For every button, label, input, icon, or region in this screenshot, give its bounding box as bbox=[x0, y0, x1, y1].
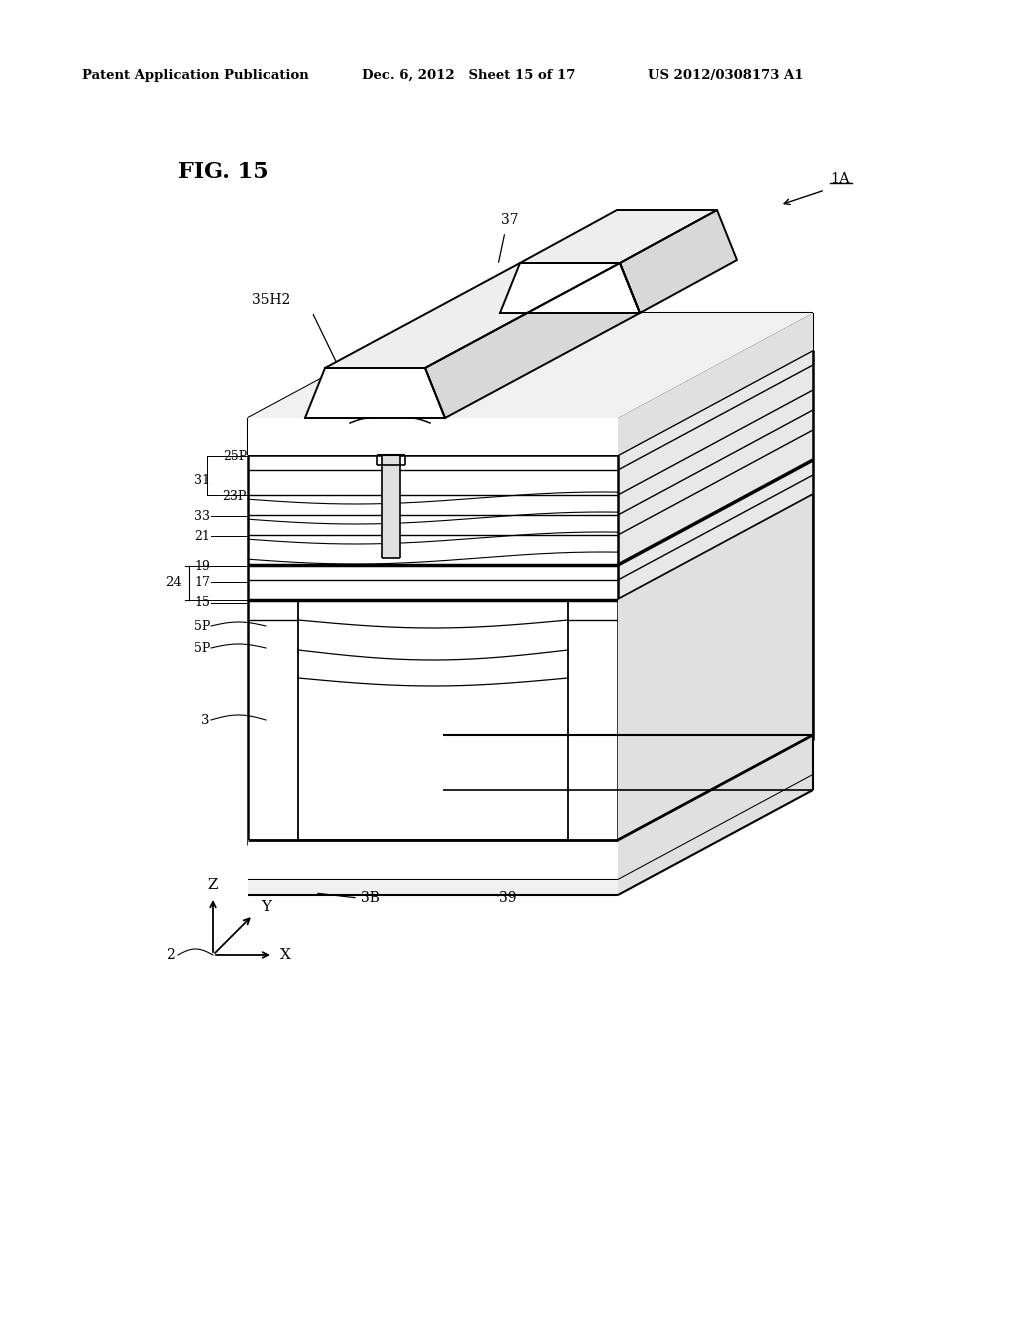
Text: Z: Z bbox=[208, 878, 218, 892]
Polygon shape bbox=[382, 455, 400, 558]
Text: 21: 21 bbox=[195, 529, 210, 543]
Text: X: X bbox=[280, 948, 291, 962]
Polygon shape bbox=[618, 735, 813, 880]
Text: 31: 31 bbox=[194, 474, 210, 487]
Text: 2: 2 bbox=[166, 948, 175, 962]
Polygon shape bbox=[305, 368, 445, 418]
Polygon shape bbox=[520, 210, 717, 263]
Text: US 2012/0308173 A1: US 2012/0308173 A1 bbox=[648, 69, 804, 82]
Text: 5P: 5P bbox=[194, 642, 210, 655]
Text: 23P: 23P bbox=[222, 490, 247, 503]
Polygon shape bbox=[248, 880, 618, 895]
Text: FIG. 15: FIG. 15 bbox=[178, 161, 268, 183]
Text: Dec. 6, 2012   Sheet 15 of 17: Dec. 6, 2012 Sheet 15 of 17 bbox=[362, 69, 575, 82]
Text: 37: 37 bbox=[501, 213, 519, 227]
Polygon shape bbox=[298, 605, 568, 840]
Text: 35H2: 35H2 bbox=[252, 293, 290, 308]
Polygon shape bbox=[248, 418, 618, 455]
Polygon shape bbox=[248, 350, 813, 455]
Polygon shape bbox=[248, 840, 618, 880]
Polygon shape bbox=[618, 350, 813, 845]
Text: 3: 3 bbox=[202, 714, 210, 726]
Polygon shape bbox=[425, 263, 640, 418]
Text: 33: 33 bbox=[194, 510, 210, 523]
Text: 3B: 3B bbox=[360, 891, 380, 906]
Polygon shape bbox=[248, 313, 813, 418]
Text: 19: 19 bbox=[195, 560, 210, 573]
Polygon shape bbox=[248, 455, 618, 845]
Text: 5P: 5P bbox=[194, 619, 210, 632]
Text: 1A: 1A bbox=[830, 172, 850, 186]
Polygon shape bbox=[618, 775, 813, 895]
Text: 39: 39 bbox=[500, 891, 517, 906]
Text: 25P: 25P bbox=[223, 450, 247, 462]
Polygon shape bbox=[618, 313, 813, 455]
Polygon shape bbox=[500, 263, 640, 313]
Polygon shape bbox=[618, 495, 813, 840]
Text: 24: 24 bbox=[165, 577, 182, 590]
Text: 15: 15 bbox=[195, 597, 210, 610]
Text: Y: Y bbox=[261, 900, 271, 913]
Polygon shape bbox=[325, 263, 620, 368]
Polygon shape bbox=[620, 210, 737, 313]
Text: 17: 17 bbox=[195, 576, 210, 589]
Text: Patent Application Publication: Patent Application Publication bbox=[82, 69, 309, 82]
